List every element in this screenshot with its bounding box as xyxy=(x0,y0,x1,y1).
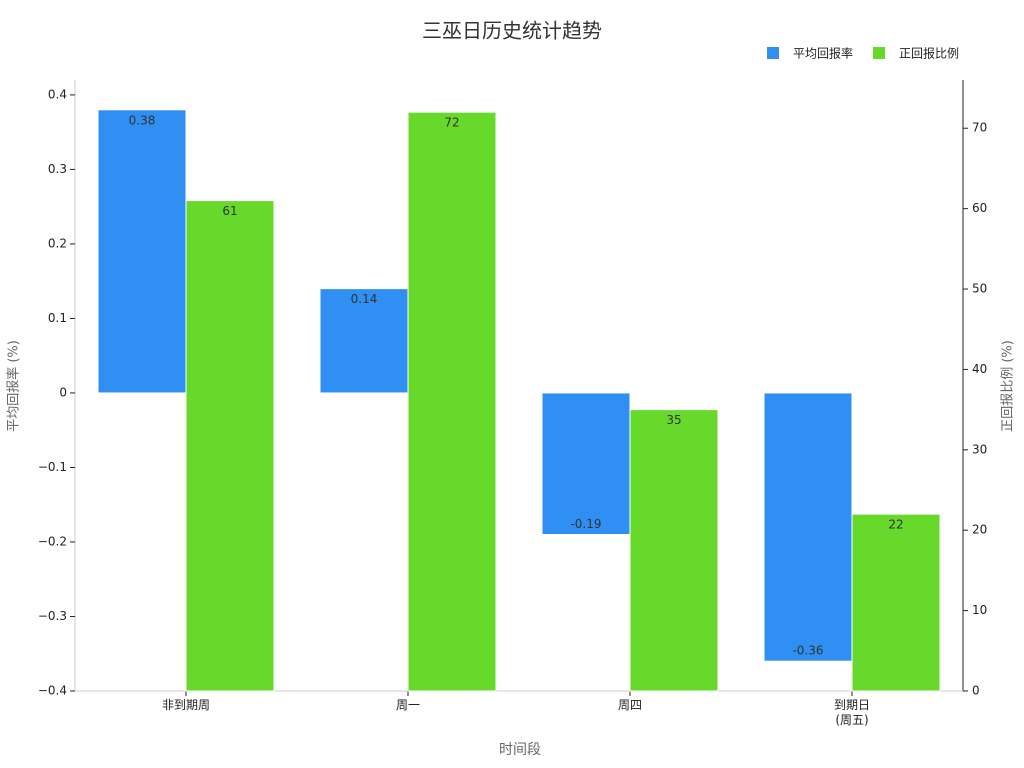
legend-label: 正回报比例 xyxy=(899,46,959,61)
bar xyxy=(97,109,187,394)
bar xyxy=(185,200,275,692)
y-tick-label: −0.1 xyxy=(38,460,67,474)
x-tick-label: 非到期周 xyxy=(161,698,210,712)
bar xyxy=(763,392,853,662)
y-tick-label: 0.2 xyxy=(48,236,67,250)
y2-tick-label: 0 xyxy=(972,684,980,698)
y-tick-label: −0.3 xyxy=(38,609,67,623)
y2-axis-label: 正回报比例 (%) xyxy=(1001,340,1016,432)
value-label: 0.14 xyxy=(351,292,378,306)
bar xyxy=(629,409,719,692)
x-axis-label: 时间段 xyxy=(499,742,541,758)
y-tick-label: −0.2 xyxy=(38,534,67,548)
x-tick-label: 周四 xyxy=(617,698,642,712)
legend-swatch xyxy=(767,47,779,59)
legend-swatch xyxy=(873,47,885,59)
y2-tick-label: 30 xyxy=(972,442,987,456)
legend-label: 平均回报率 xyxy=(793,46,853,61)
chart-title: 三巫日历史统计趋势 xyxy=(422,19,602,43)
value-label: 22 xyxy=(888,518,903,532)
y2-tick-label: 50 xyxy=(972,282,987,296)
x-tick-label: 周一 xyxy=(395,698,420,712)
y2-tick-label: 10 xyxy=(972,603,987,617)
value-label: 35 xyxy=(666,413,681,427)
y2-tick-label: 70 xyxy=(972,121,987,135)
y2-tick-label: 20 xyxy=(972,523,987,537)
y-tick-label: 0.3 xyxy=(48,162,67,176)
value-label: 0.38 xyxy=(129,113,156,127)
y-tick-label: −0.4 xyxy=(38,684,67,698)
y2-tick-label: 40 xyxy=(972,362,987,376)
bar xyxy=(319,288,409,394)
x-tick-label: 到期日 (周五) xyxy=(833,698,870,727)
value-label: 61 xyxy=(222,204,237,218)
bar xyxy=(851,513,941,692)
value-label: 72 xyxy=(444,116,459,130)
value-label: -0.19 xyxy=(570,517,601,531)
y2-tick-label: 60 xyxy=(972,201,987,215)
bar xyxy=(541,392,631,536)
bar xyxy=(407,111,497,692)
y-tick-label: 0.1 xyxy=(48,311,67,325)
y-tick-label: 0 xyxy=(59,385,67,399)
y-axis-label: 平均回报率 (%) xyxy=(6,340,22,432)
y-tick-label: 0.4 xyxy=(48,87,67,101)
value-label: -0.36 xyxy=(792,644,823,658)
